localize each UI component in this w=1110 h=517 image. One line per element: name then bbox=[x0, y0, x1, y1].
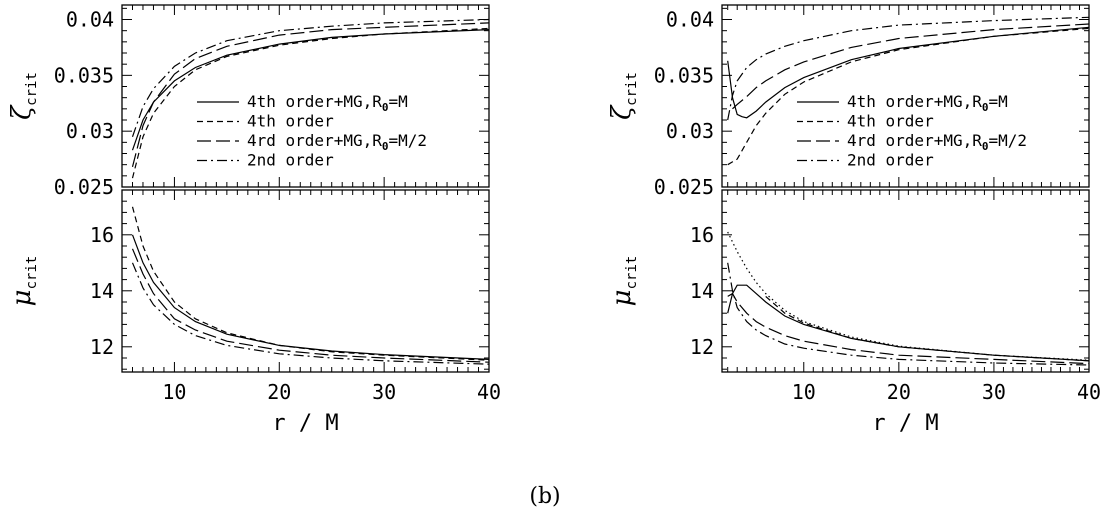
figure-caption: (b) bbox=[529, 484, 560, 509]
y-tick-label: 0.04 bbox=[666, 8, 714, 32]
x-axis-title: r / M bbox=[872, 411, 938, 436]
x-tick-label: 10 bbox=[162, 380, 186, 404]
series-line-dash bbox=[766, 296, 1089, 360]
y-tick-label: 0.03 bbox=[66, 119, 114, 143]
panel-right-bottom: 12 14 16 10 20 30 40 r / M μcrit bbox=[607, 190, 1101, 436]
series-line-dash bbox=[133, 207, 490, 360]
y-axis-title: μcrit bbox=[607, 256, 640, 307]
plot-frame bbox=[122, 190, 489, 372]
series-line-longdash bbox=[728, 294, 1089, 364]
y-tick-label: 12 bbox=[90, 335, 114, 359]
y-axis-title: ζcrit bbox=[7, 72, 40, 120]
plot-frame bbox=[722, 190, 1089, 372]
x-tick-label: 30 bbox=[982, 380, 1006, 404]
y-tick-label: 0.035 bbox=[654, 63, 714, 87]
y-tick-label: 12 bbox=[690, 335, 714, 359]
x-tick-label: 40 bbox=[477, 380, 501, 404]
y-tick-label: 0.025 bbox=[54, 175, 114, 199]
x-tick-label: 40 bbox=[1077, 380, 1101, 404]
x-tick-label: 10 bbox=[792, 380, 816, 404]
y-tick-label: 0.03 bbox=[666, 119, 714, 143]
y-tick-label: 16 bbox=[690, 223, 714, 247]
x-tick-label: 20 bbox=[267, 380, 291, 404]
series-line-longdash bbox=[133, 249, 490, 362]
legend-label: 2nd order bbox=[247, 151, 334, 170]
series-line-solid bbox=[728, 285, 1089, 361]
y-tick-label: 14 bbox=[690, 279, 714, 303]
series-line-solid bbox=[133, 235, 490, 360]
x-tick-label: 30 bbox=[372, 380, 396, 404]
y-axis-title: μcrit bbox=[7, 256, 40, 307]
series-line-dotted bbox=[728, 232, 1089, 360]
y-tick-label: 0.025 bbox=[654, 175, 714, 199]
y-tick-label: 0.04 bbox=[66, 8, 114, 32]
legend-label: 4th order bbox=[847, 112, 934, 131]
y-axis-title: ζcrit bbox=[607, 72, 640, 120]
x-axis-title: r / M bbox=[272, 411, 338, 436]
y-tick-label: 0.035 bbox=[54, 63, 114, 87]
x-tick-label: 20 bbox=[887, 380, 911, 404]
legend-label: 4th order bbox=[247, 112, 334, 131]
legend-label: 2nd order bbox=[847, 151, 934, 170]
panel-left-bottom: 12 14 16 10 20 30 40 r / M μcrit bbox=[7, 190, 501, 436]
y-tick-label: 16 bbox=[90, 223, 114, 247]
y-tick-label: 14 bbox=[90, 279, 114, 303]
